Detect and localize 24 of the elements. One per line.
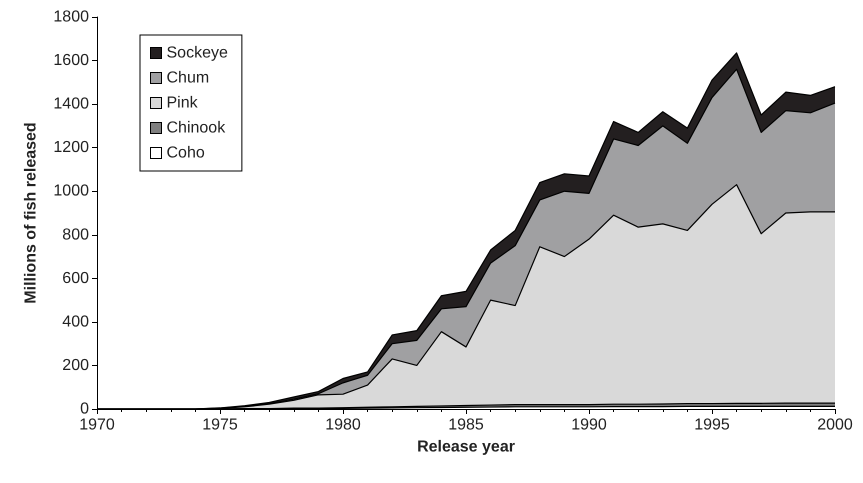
x-tick-label: 1990 xyxy=(571,416,607,434)
x-tick-label: 1975 xyxy=(202,416,238,434)
legend-label: Pink xyxy=(166,94,199,112)
y-axis-title: Millions of fish released xyxy=(22,122,40,304)
y-tick-label: 600 xyxy=(62,270,90,287)
x-tick-label: 1995 xyxy=(694,416,730,434)
y-tick-label: 0 xyxy=(80,400,90,418)
y-tick-label: 800 xyxy=(62,226,90,244)
x-tick-label: 1980 xyxy=(325,416,361,434)
y-tick-label: 1000 xyxy=(53,182,90,200)
legend-label: Sockeye xyxy=(166,44,228,62)
y-tick-label: 1800 xyxy=(53,8,90,26)
y-tick-label: 1600 xyxy=(53,52,90,70)
legend-label: Coho xyxy=(166,144,205,162)
y-tick-label: 200 xyxy=(62,356,90,374)
x-axis-title: Release year xyxy=(417,438,515,456)
x-tick-label: 1985 xyxy=(448,416,484,434)
x-tick-label: 2000 xyxy=(817,416,853,434)
x-tick-label: 1970 xyxy=(79,416,115,434)
y-tick-label: 400 xyxy=(62,313,90,330)
y-tick-label: 1400 xyxy=(53,96,90,113)
y-tick-label: 1200 xyxy=(53,139,90,156)
legend-label: Chinook xyxy=(166,120,226,136)
legend-label: Chum xyxy=(166,70,210,86)
